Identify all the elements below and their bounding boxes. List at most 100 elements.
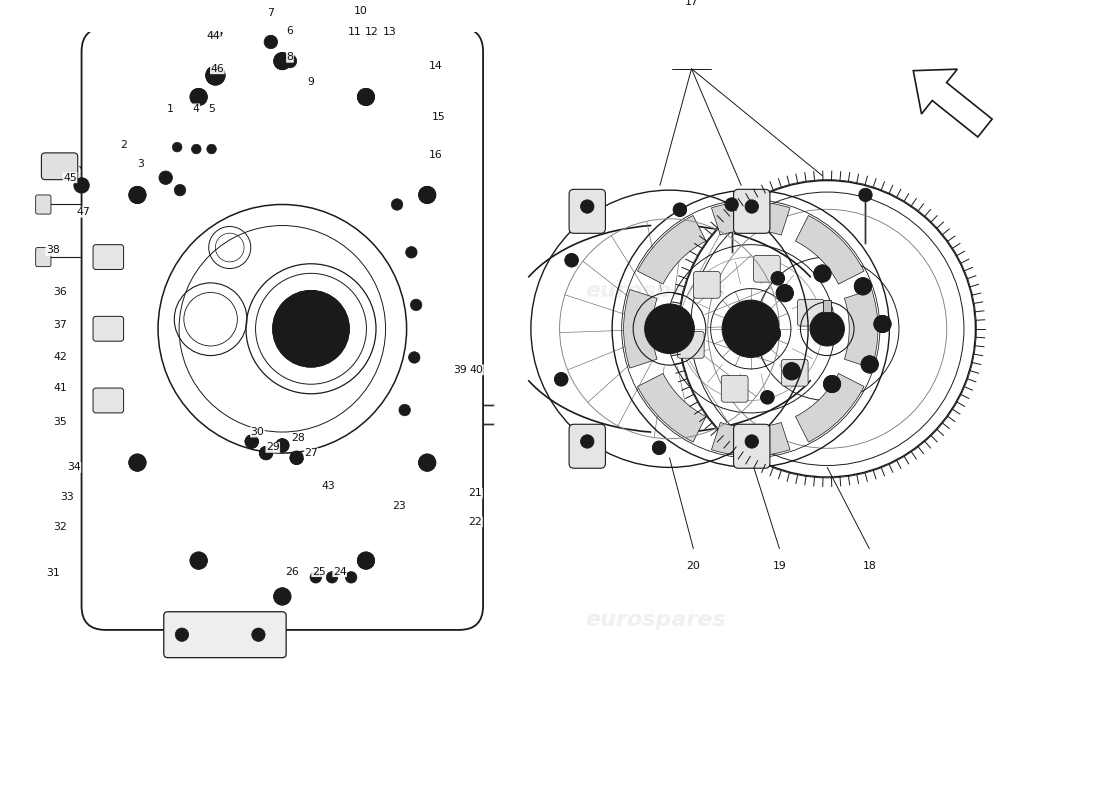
Text: 13: 13	[383, 27, 396, 38]
Circle shape	[190, 88, 207, 106]
Text: 21: 21	[469, 488, 482, 498]
FancyBboxPatch shape	[42, 153, 78, 180]
Text: 44: 44	[207, 31, 220, 42]
FancyBboxPatch shape	[35, 247, 51, 266]
Circle shape	[673, 203, 686, 217]
FancyBboxPatch shape	[722, 375, 748, 402]
Circle shape	[273, 6, 288, 21]
Text: 11: 11	[348, 27, 362, 38]
Circle shape	[554, 373, 568, 386]
Circle shape	[873, 315, 891, 333]
Circle shape	[763, 325, 781, 342]
Circle shape	[358, 88, 375, 106]
Circle shape	[310, 572, 321, 583]
Text: 47: 47	[77, 207, 90, 217]
Text: 16: 16	[428, 150, 442, 160]
Circle shape	[861, 356, 878, 373]
Circle shape	[294, 311, 328, 346]
Circle shape	[274, 588, 290, 605]
Text: 27: 27	[304, 448, 318, 458]
Text: 26: 26	[285, 566, 299, 577]
Circle shape	[129, 454, 146, 471]
Circle shape	[824, 375, 840, 393]
Text: 12: 12	[364, 27, 378, 38]
Circle shape	[206, 66, 225, 85]
FancyBboxPatch shape	[693, 271, 720, 298]
Wedge shape	[795, 215, 865, 284]
Text: eurospares: eurospares	[585, 610, 726, 630]
Circle shape	[814, 265, 830, 282]
Text: 6: 6	[286, 26, 294, 35]
Wedge shape	[638, 215, 706, 284]
Text: eurospares: eurospares	[585, 281, 726, 301]
Text: eurospares: eurospares	[164, 610, 305, 630]
Text: 43: 43	[321, 481, 336, 490]
Wedge shape	[712, 202, 790, 235]
Circle shape	[745, 200, 758, 214]
FancyBboxPatch shape	[94, 388, 123, 413]
Circle shape	[565, 254, 579, 267]
FancyBboxPatch shape	[569, 424, 605, 468]
Circle shape	[175, 628, 188, 642]
Circle shape	[261, 0, 276, 6]
Wedge shape	[795, 374, 865, 442]
Circle shape	[358, 552, 375, 570]
Circle shape	[419, 454, 436, 471]
Text: 29: 29	[266, 442, 279, 452]
Circle shape	[855, 278, 871, 295]
Text: 28: 28	[290, 433, 305, 442]
Circle shape	[252, 628, 265, 642]
Text: 30: 30	[251, 427, 264, 437]
Text: 36: 36	[54, 287, 67, 298]
Text: 3: 3	[138, 159, 144, 170]
Circle shape	[722, 300, 780, 358]
Circle shape	[190, 552, 207, 570]
Text: 33: 33	[60, 492, 74, 502]
Text: 34: 34	[67, 462, 80, 473]
Circle shape	[771, 271, 784, 285]
Text: 31: 31	[46, 567, 59, 578]
FancyBboxPatch shape	[781, 359, 808, 386]
Text: 41: 41	[54, 383, 67, 393]
Circle shape	[419, 186, 436, 203]
Circle shape	[783, 362, 800, 380]
Text: 25: 25	[311, 566, 326, 577]
Ellipse shape	[106, 51, 459, 606]
Circle shape	[264, 35, 277, 49]
Circle shape	[207, 144, 217, 154]
Text: 14: 14	[428, 61, 442, 71]
Text: 19: 19	[772, 561, 786, 571]
Text: 23: 23	[392, 501, 406, 510]
Circle shape	[734, 311, 768, 346]
Text: 20: 20	[686, 561, 701, 571]
Circle shape	[191, 144, 201, 154]
Text: 40: 40	[470, 365, 483, 375]
FancyBboxPatch shape	[164, 612, 286, 658]
Text: 22: 22	[469, 517, 482, 527]
Circle shape	[173, 142, 182, 152]
Circle shape	[406, 246, 417, 258]
Text: 4: 4	[192, 104, 200, 114]
Circle shape	[274, 53, 290, 70]
Text: 7: 7	[267, 8, 274, 18]
Circle shape	[745, 434, 758, 448]
Circle shape	[777, 285, 793, 302]
Circle shape	[345, 572, 356, 583]
Circle shape	[725, 198, 738, 211]
Circle shape	[260, 446, 273, 460]
FancyBboxPatch shape	[569, 190, 605, 234]
Circle shape	[645, 304, 694, 354]
FancyBboxPatch shape	[824, 300, 832, 311]
FancyBboxPatch shape	[94, 316, 123, 342]
Text: 46: 46	[210, 64, 224, 74]
Circle shape	[581, 434, 594, 448]
Circle shape	[859, 188, 872, 202]
Text: 42: 42	[54, 353, 67, 362]
Circle shape	[652, 441, 666, 454]
Text: 5: 5	[208, 104, 214, 114]
Text: 2: 2	[120, 140, 128, 150]
Text: 17: 17	[684, 0, 699, 7]
Text: 39: 39	[453, 365, 468, 375]
Wedge shape	[638, 374, 706, 442]
Text: eurospares: eurospares	[164, 281, 305, 301]
